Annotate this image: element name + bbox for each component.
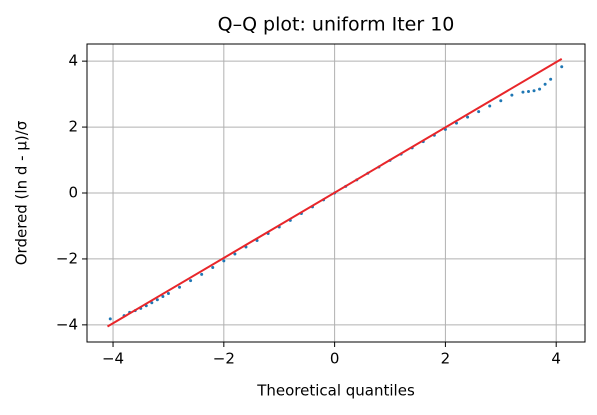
point <box>510 93 514 97</box>
point <box>543 82 547 86</box>
point <box>166 292 170 296</box>
point <box>521 90 525 94</box>
point <box>108 317 112 321</box>
point <box>189 279 193 283</box>
x-tick-label: 0 <box>330 350 340 368</box>
point <box>233 252 237 256</box>
y-tick-label: 4 <box>68 52 78 70</box>
point <box>526 89 530 93</box>
fit-line <box>106 57 563 328</box>
point <box>150 301 154 305</box>
y-tick-label: −2 <box>56 249 78 267</box>
x-tick-label: −2 <box>213 350 235 368</box>
y-tick-label: −4 <box>56 315 78 333</box>
y-axis-label: Ordered (ln d - μ)/σ <box>13 120 31 265</box>
y-tick-label: 0 <box>68 184 78 202</box>
x-tick-label: 4 <box>551 350 561 368</box>
point <box>155 298 159 302</box>
point <box>200 272 204 276</box>
point <box>532 89 536 93</box>
point <box>178 285 182 289</box>
point <box>488 104 492 108</box>
point <box>499 99 503 103</box>
point <box>161 295 165 299</box>
point <box>549 77 553 81</box>
point <box>477 110 481 114</box>
point <box>466 115 470 119</box>
plot-frame <box>86 43 586 343</box>
point <box>538 87 542 91</box>
x-tick-label: 2 <box>441 350 451 368</box>
y-tick-label: 2 <box>68 118 78 136</box>
x-tick-label: −4 <box>102 350 124 368</box>
point <box>560 65 564 69</box>
chart-title: Q–Q plot: uniform Iter 10 <box>218 14 455 36</box>
x-axis-label: Theoretical quantiles <box>256 382 415 400</box>
point <box>211 266 215 269</box>
point <box>222 259 226 263</box>
